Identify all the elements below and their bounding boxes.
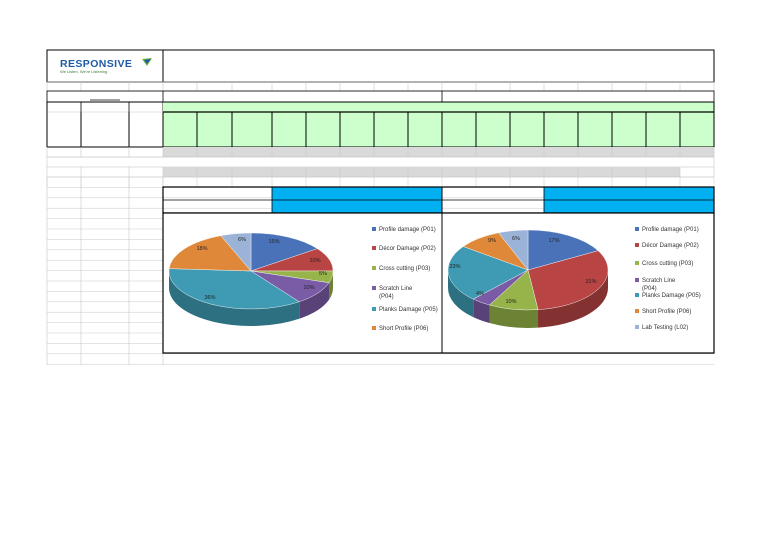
- data-label-3: 10%: [303, 285, 314, 291]
- pie-slice-1: [527, 250, 609, 310]
- legend-left: Profile damage (P01) Décor Damage (P02) Cr…: [372, 225, 440, 345]
- legend-label: Décor Damage (P02): [379, 246, 436, 252]
- pie-slice-0: [527, 229, 599, 271]
- pie-slice-0: [250, 232, 318, 272]
- legend-label: Profile damage (P01): [642, 227, 699, 233]
- legend-swatch: [372, 246, 376, 250]
- legend-swatch: [635, 293, 639, 297]
- legend-swatch: [635, 325, 639, 329]
- legend-swatch: [635, 309, 639, 313]
- data-label-3: 4%: [476, 291, 484, 297]
- data-label-5: 18%: [196, 246, 207, 252]
- data-label-6: 6%: [238, 237, 246, 243]
- legend-label: Décor Damage (P02): [642, 243, 699, 249]
- legend-label: Scratch Line (P04): [642, 278, 676, 292]
- data-label-2: 5%: [319, 271, 327, 277]
- data-label-1: 10%: [309, 258, 320, 264]
- pie-slice-5: [168, 235, 252, 272]
- legend-swatch: [635, 243, 639, 247]
- data-label-4: 36%: [204, 295, 215, 301]
- pie-slice-6: [220, 232, 252, 272]
- pie-side-1: [538, 270, 608, 328]
- legend-swatch: [635, 227, 639, 231]
- data-label-0: 15%: [268, 239, 279, 245]
- pie-side-3: [473, 299, 490, 324]
- legend-label: Short Profile (P06): [379, 326, 429, 332]
- logo-leaf-icon: [142, 58, 152, 66]
- legend-label: Cross cutting (P03): [642, 261, 694, 267]
- data-label-1: 31%: [585, 279, 596, 285]
- pie-slice-4: [168, 268, 300, 310]
- pie-slice-4: [447, 246, 529, 300]
- pie-side-2: [489, 305, 539, 328]
- pie-side-3: [299, 282, 329, 319]
- pie-side-2: [328, 271, 333, 300]
- company-logo: RESPONSIVE We Listen. We're Listening: [53, 56, 153, 78]
- legend-label: Scratch Line (P04): [379, 286, 413, 300]
- legend-swatch: [372, 227, 376, 231]
- legend-label: Short Profile (P06): [642, 309, 692, 315]
- data-label-5: 9%: [488, 238, 496, 244]
- pie-chart-right: 17% 31% 10% 4% 23% 9% 6%: [447, 229, 609, 328]
- legend-swatch: [635, 278, 639, 282]
- data-label-4: 23%: [449, 264, 460, 270]
- data-label-6: 6%: [512, 236, 520, 242]
- logo-tagline: We Listen. We're Listening: [60, 69, 108, 74]
- data-label-2: 10%: [505, 299, 516, 305]
- legend-swatch: [372, 286, 376, 290]
- legend-swatch: [372, 307, 376, 311]
- legend-label: Lab Testing (L02): [642, 325, 689, 331]
- legend-label: Cross cutting (P03): [379, 266, 431, 272]
- legend-swatch: [635, 261, 639, 265]
- legend-swatch: [372, 266, 376, 270]
- pie-slice-6: [498, 229, 529, 271]
- legend-right: Profile damage (P01) Décor Damage (P02) Cr…: [635, 225, 715, 345]
- pie-side-4: [169, 271, 300, 326]
- pie-chart-left: 15% 10% 5% 10% 36% 18% 6%: [168, 232, 334, 326]
- logo-wordmark: RESPONSIVE: [60, 58, 133, 70]
- data-label-0: 17%: [548, 238, 559, 244]
- legend-swatch: [372, 326, 376, 330]
- legend-label: Profile damage (P01): [379, 227, 436, 233]
- legend-label: Planks Damage (P05): [642, 293, 701, 299]
- legend-label: Planks Damage (P05): [379, 307, 438, 313]
- pie-side-4: [448, 270, 474, 318]
